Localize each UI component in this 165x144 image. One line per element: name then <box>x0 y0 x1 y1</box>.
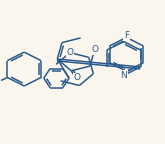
Text: N: N <box>120 71 127 80</box>
Text: O: O <box>92 45 99 54</box>
Text: O: O <box>66 48 74 57</box>
Text: F: F <box>124 31 129 40</box>
Text: O: O <box>74 73 81 82</box>
